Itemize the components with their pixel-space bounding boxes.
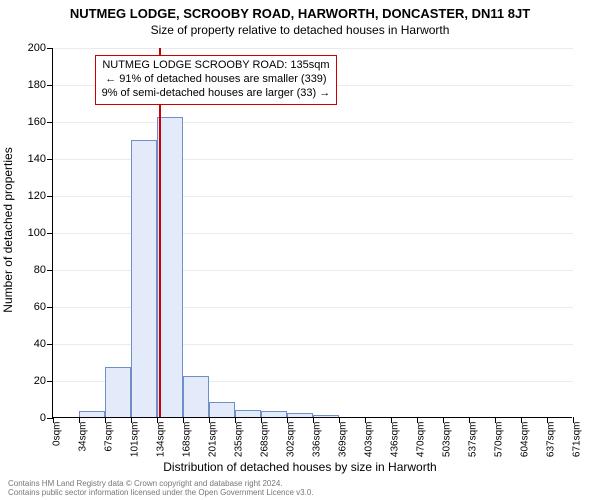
y-tick (47, 270, 53, 271)
x-tick-label: 369sqm (338, 422, 349, 458)
x-tick-label: 470sqm (416, 422, 427, 458)
x-tick-label: 604sqm (520, 422, 531, 458)
footnote-line-2: Contains public sector information licen… (8, 489, 314, 498)
page-subtitle: Size of property relative to detached ho… (0, 21, 600, 37)
y-tick-label: 200 (16, 42, 46, 54)
histogram-bar (209, 402, 235, 417)
x-tick-label: 570sqm (494, 422, 505, 458)
chart-area: 0204060801001201401601802000sqm34sqm67sq… (52, 48, 572, 418)
y-tick (47, 196, 53, 197)
plot-region: 0204060801001201401601802000sqm34sqm67sq… (52, 48, 572, 418)
x-tick-label: 637sqm (546, 422, 557, 458)
y-tick (47, 233, 53, 234)
histogram-bar (105, 367, 131, 417)
y-tick (47, 122, 53, 123)
x-tick-label: 201sqm (208, 422, 219, 458)
x-tick-label: 101sqm (130, 422, 141, 458)
histogram-bar (261, 411, 287, 417)
x-tick-label: 34sqm (78, 422, 89, 452)
x-tick-label: 302sqm (286, 422, 297, 458)
annotation-line: ← 91% of detached houses are smaller (33… (102, 73, 331, 87)
y-tick-label: 60 (16, 301, 46, 313)
footnote: Contains HM Land Registry data © Crown c… (8, 480, 314, 498)
x-tick-label: 168sqm (182, 422, 193, 458)
annotation-box: NUTMEG LODGE SCROOBY ROAD: 135sqm← 91% o… (95, 55, 338, 104)
x-tick-label: 403sqm (364, 422, 375, 458)
y-tick-label: 40 (16, 338, 46, 350)
x-tick-label: 436sqm (390, 422, 401, 458)
y-tick-label: 160 (16, 116, 46, 128)
y-tick-label: 0 (16, 412, 46, 424)
page-title: NUTMEG LODGE, SCROOBY ROAD, HARWORTH, DO… (0, 0, 600, 21)
y-tick (47, 344, 53, 345)
y-tick (47, 159, 53, 160)
histogram-bar (287, 413, 313, 417)
y-tick (47, 381, 53, 382)
x-tick-label: 134sqm (156, 422, 167, 458)
x-tick-label: 537sqm (468, 422, 479, 458)
histogram-bar (183, 376, 209, 417)
histogram-bar (235, 410, 261, 417)
x-tick-label: 671sqm (572, 422, 583, 458)
y-tick-label: 80 (16, 264, 46, 276)
histogram-bar (79, 411, 105, 417)
x-axis-label: Distribution of detached houses by size … (0, 460, 600, 474)
histogram-bar (131, 140, 157, 418)
y-tick-label: 120 (16, 190, 46, 202)
y-tick-label: 100 (16, 227, 46, 239)
y-tick-label: 180 (16, 79, 46, 91)
gridline (53, 122, 573, 123)
y-tick (47, 48, 53, 49)
x-tick-label: 0sqm (52, 422, 63, 446)
annotation-line: NUTMEG LODGE SCROOBY ROAD: 135sqm (102, 59, 331, 73)
y-tick (47, 85, 53, 86)
annotation-line: 9% of semi-detached houses are larger (3… (102, 87, 331, 101)
gridline (53, 48, 573, 49)
histogram-bar (313, 415, 339, 417)
y-tick-label: 140 (16, 153, 46, 165)
y-axis-label: Number of detached properties (1, 147, 15, 312)
x-tick-label: 503sqm (442, 422, 453, 458)
x-tick-label: 67sqm (104, 422, 115, 452)
y-tick-label: 20 (16, 375, 46, 387)
x-tick-label: 336sqm (312, 422, 323, 458)
x-tick-label: 235sqm (234, 422, 245, 458)
y-tick (47, 307, 53, 308)
x-tick-label: 268sqm (260, 422, 271, 458)
